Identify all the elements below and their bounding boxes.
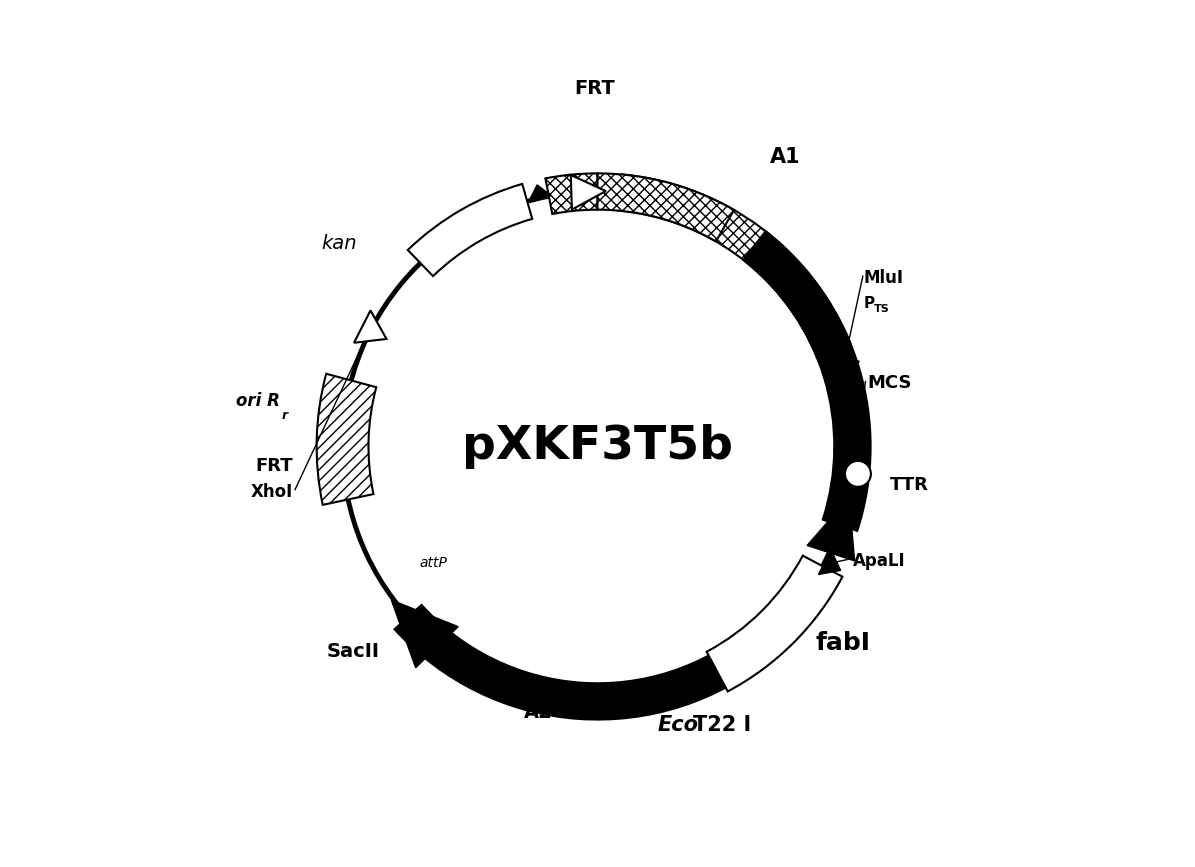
Wedge shape	[618, 174, 851, 358]
Text: MluI: MluI	[864, 269, 903, 287]
Text: kan: kan	[321, 234, 357, 253]
Text: FRT: FRT	[575, 79, 615, 98]
Text: r: r	[281, 409, 287, 422]
Wedge shape	[545, 173, 598, 214]
Text: ori R: ori R	[237, 392, 281, 410]
Wedge shape	[706, 556, 842, 691]
Polygon shape	[571, 175, 606, 210]
Text: MCS: MCS	[868, 375, 912, 393]
Text: P: P	[864, 297, 875, 311]
Text: FRT: FRT	[256, 457, 293, 475]
Wedge shape	[743, 231, 871, 531]
Text: TTR: TTR	[889, 476, 929, 494]
Text: XhoI: XhoI	[251, 483, 293, 501]
Text: fabI: fabI	[815, 630, 870, 655]
Wedge shape	[394, 605, 773, 720]
Wedge shape	[317, 374, 376, 505]
Text: ApaLI: ApaLI	[852, 551, 905, 570]
Circle shape	[845, 461, 871, 486]
Polygon shape	[354, 310, 386, 342]
Wedge shape	[598, 173, 734, 241]
Polygon shape	[835, 353, 859, 382]
Text: Eco: Eco	[658, 714, 699, 734]
Text: TS: TS	[874, 304, 890, 314]
Wedge shape	[407, 184, 532, 276]
Polygon shape	[529, 185, 551, 200]
Text: T22 I: T22 I	[693, 714, 750, 734]
Text: SacII: SacII	[326, 642, 380, 661]
Polygon shape	[391, 600, 458, 668]
Text: A1: A1	[771, 147, 801, 167]
Text: pXKF3T5b: pXKF3T5b	[462, 424, 733, 469]
Text: A2: A2	[525, 703, 553, 722]
Polygon shape	[819, 550, 840, 575]
Polygon shape	[807, 498, 854, 561]
Text: attP: attP	[419, 556, 447, 570]
